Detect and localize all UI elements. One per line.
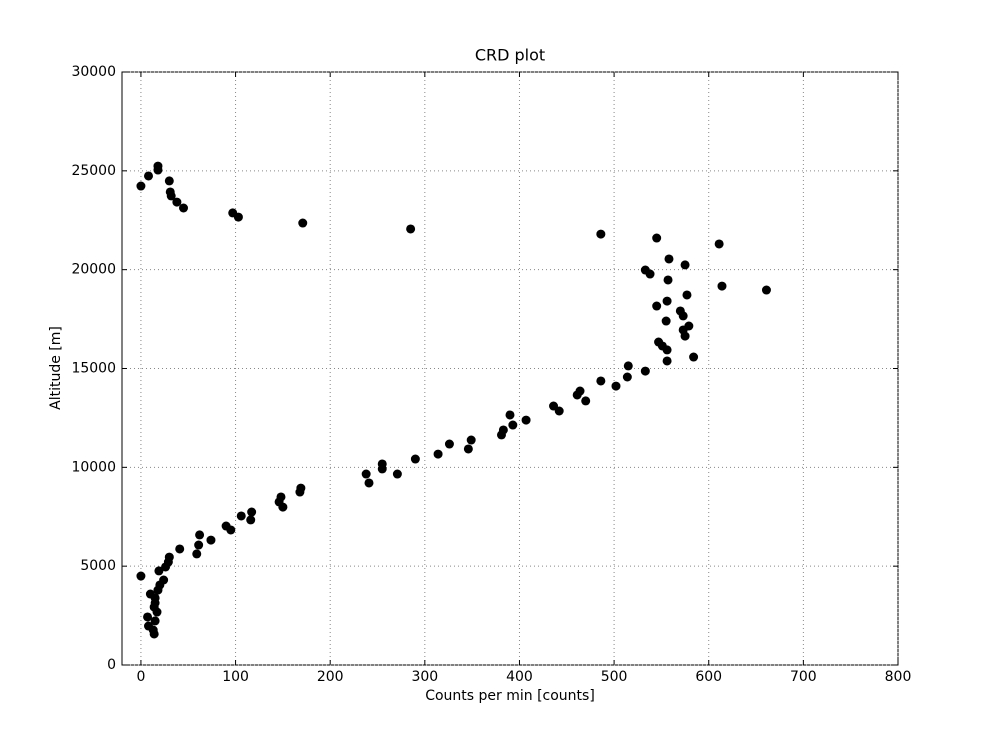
point — [153, 585, 163, 595]
point — [466, 435, 476, 445]
point — [392, 469, 402, 479]
point — [149, 629, 159, 639]
point — [226, 525, 236, 535]
point — [195, 530, 205, 540]
point — [236, 511, 246, 521]
point — [652, 301, 662, 311]
x-axis-label: Counts per min [counts] — [425, 688, 595, 704]
point — [596, 229, 606, 239]
point — [554, 406, 564, 416]
point — [246, 515, 256, 525]
y-axis-label: Altitude [m] — [48, 326, 64, 410]
point — [521, 415, 531, 425]
point — [164, 176, 174, 186]
point — [143, 612, 153, 622]
point — [206, 535, 216, 545]
point — [192, 549, 202, 559]
x-tick-label: 400 — [506, 669, 533, 685]
x-tick-label: 500 — [601, 669, 628, 685]
point — [154, 566, 164, 576]
point — [661, 316, 671, 326]
point — [433, 449, 443, 459]
point — [295, 487, 305, 497]
point — [662, 296, 672, 306]
point — [143, 171, 153, 181]
x-tick-label: 300 — [411, 669, 438, 685]
point — [153, 165, 163, 175]
point — [680, 260, 690, 270]
point — [572, 390, 582, 400]
point — [361, 469, 371, 479]
x-tick-label: 800 — [885, 669, 912, 685]
point — [714, 239, 724, 249]
y-tick-label: 30000 — [71, 64, 116, 80]
point — [175, 544, 185, 554]
point — [179, 203, 189, 213]
point — [166, 191, 176, 201]
point — [662, 345, 672, 355]
point — [233, 212, 243, 222]
point — [444, 439, 454, 449]
point — [645, 269, 655, 279]
point — [150, 616, 160, 626]
point — [364, 478, 374, 488]
chart-title: CRD plot — [475, 46, 545, 65]
y-tick-label: 5000 — [80, 558, 116, 574]
point — [463, 444, 473, 454]
point — [761, 285, 771, 295]
point — [717, 281, 727, 291]
point — [377, 464, 387, 474]
point — [247, 507, 257, 517]
point — [505, 410, 515, 420]
point — [663, 275, 673, 285]
y-tick-label: 10000 — [71, 459, 116, 475]
point — [640, 366, 650, 376]
point — [194, 540, 204, 550]
point — [622, 372, 632, 382]
point — [664, 254, 674, 264]
point — [172, 197, 182, 207]
point — [136, 181, 146, 191]
point — [682, 290, 692, 300]
point — [152, 607, 162, 617]
x-tick-label: 700 — [790, 669, 817, 685]
point — [508, 420, 518, 430]
x-tick-label: 0 — [136, 669, 145, 685]
point — [678, 311, 688, 321]
y-tick-label: 15000 — [71, 361, 116, 377]
point — [136, 571, 146, 581]
point — [161, 562, 171, 572]
point — [496, 430, 506, 440]
point — [611, 381, 621, 391]
point — [652, 233, 662, 243]
point — [406, 224, 416, 234]
point — [581, 396, 591, 406]
x-tick-label: 600 — [695, 669, 722, 685]
x-tick-label: 100 — [222, 669, 249, 685]
y-tick-label: 20000 — [71, 262, 116, 278]
point — [623, 361, 633, 371]
point — [662, 356, 672, 366]
point — [689, 352, 699, 362]
y-tick-label: 25000 — [71, 163, 116, 179]
point — [298, 218, 308, 228]
x-tick-label: 200 — [317, 669, 344, 685]
y-tick-label: 0 — [107, 657, 116, 673]
point — [680, 331, 690, 341]
point — [278, 502, 288, 512]
point — [410, 454, 420, 464]
point — [596, 376, 606, 386]
